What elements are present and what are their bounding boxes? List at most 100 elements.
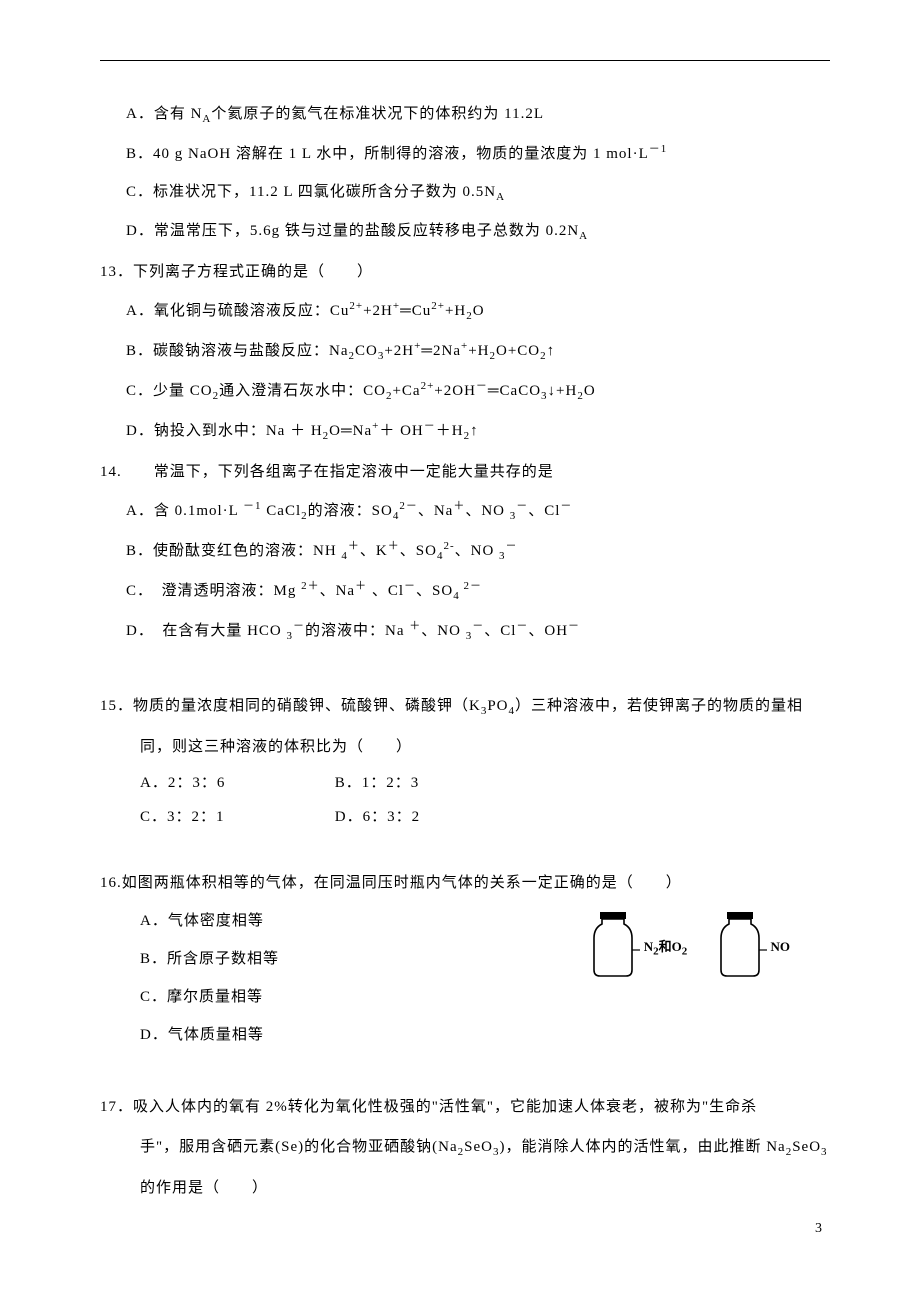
text: ═CaCO [488, 383, 541, 399]
q15-stem-line2: 同，则这三种溶液的体积比为（ ） [140, 732, 830, 762]
text: 、NO [465, 503, 509, 519]
text: 的溶液：SO [308, 503, 393, 519]
q16-figure: N2和O2 NO [586, 908, 790, 985]
text: O [473, 303, 485, 319]
sup: ＋ [388, 540, 400, 552]
text: CaCl [262, 503, 302, 519]
spacer [100, 655, 830, 681]
text: 、Cl [367, 583, 404, 599]
text: PO [487, 698, 508, 714]
q17-line1: 17．吸入人体内的氧有 2%转化为氧化性极强的"活性氧"，它能加速人体衰老，被称… [100, 1092, 830, 1122]
text: ↑ [547, 343, 556, 359]
q17-line2: 手"，服用含硒元素(Se)的化合物亚硒酸钠(Na2SeO3)，能消除人体内的活性… [140, 1132, 830, 1163]
text: ═2Na [421, 343, 461, 359]
q16-stem: 16.如图两瓶体积相等的气体，在同温同压时瓶内气体的关系一定正确的是（ ） [100, 868, 830, 898]
q15-option-b: B．1：2：3 [335, 768, 420, 798]
text: 、Na [320, 583, 356, 599]
sup: 2+ [431, 300, 445, 312]
text: N [644, 939, 653, 954]
q16-block: 16.如图两瓶体积相等的气体，在同温同压时瓶内气体的关系一定正确的是（ ） N 2… [100, 868, 830, 1050]
text: 、NO [421, 623, 465, 639]
subscript-A: A [496, 191, 505, 203]
text: 、SO [416, 583, 453, 599]
text: B．使酚酞变红色的溶液：NH [126, 543, 341, 559]
text: O+CO [496, 343, 540, 359]
sup: － [516, 500, 528, 512]
text: A．含 0.1mol·L [126, 503, 243, 519]
q16-option-c: C．摩尔质量相等 [140, 982, 830, 1012]
sup: － [472, 620, 484, 632]
text: ↓+H [548, 383, 578, 399]
sup: － [516, 620, 528, 632]
q14-stem: 14. 常温下，下列各组离子在指定溶液中一定能大量共存的是 [100, 457, 830, 487]
text: ＋ OH [379, 423, 423, 439]
sup: － [293, 620, 305, 632]
text: 、NO [455, 543, 499, 559]
text: 、OH [528, 623, 568, 639]
text: A．含有 N [126, 106, 202, 122]
text: 15．物质的量浓度相同的硝酸钾、硫酸钾、磷酸钾（K [100, 698, 481, 714]
text: 的溶液中：Na [305, 623, 409, 639]
text: B．40 g NaOH 溶解在 1 L 水中，所制得的溶液，物质的量浓度为 1 … [126, 146, 649, 162]
text: D． 在含有大量 HCO [126, 623, 287, 639]
q13-option-c: C．少量 CO2通入澄清石灰水中：CO2+Ca2++2OH－═CaCO3↓+H2… [126, 375, 830, 407]
text: )，能消除人体内的活性氧，由此推断 Na [499, 1139, 785, 1155]
sup: 2+ [349, 300, 363, 312]
text: 、Cl [528, 503, 560, 519]
q15-stem-line1: 15．物质的量浓度相同的硝酸钾、硫酸钾、磷酸钾（K3PO4）三种溶液中，若使钾离… [100, 691, 830, 722]
text: ↑ [470, 423, 479, 439]
sup: + [393, 300, 400, 312]
q12-option-c: C．标准状况下，11.2 L 四氯化碳所含分子数为 0.5NA [126, 177, 830, 208]
sup: － [424, 420, 436, 432]
q14-option-d: D． 在含有大量 HCO 3－的溶液中：Na ＋、NO 3－、Cl－、OH－ [126, 615, 830, 647]
bottle-right-icon [713, 908, 767, 985]
spacer [100, 836, 830, 858]
text: +Ca [392, 383, 420, 399]
sup: 2- [443, 540, 454, 552]
text: +2H [363, 303, 393, 319]
q15-options-row2: C．3：2：1 D．6：3：2 [140, 802, 830, 832]
q13-option-a: A．氧化铜与硫酸溶液反应：Cu2++2H+═Cu2++H2O [126, 295, 830, 327]
superscript-neg1: －1 [649, 143, 668, 155]
q17-line3: 的作用是（ ） [140, 1173, 830, 1203]
text: D．钠投入到水中：Na ＋ H [126, 423, 323, 439]
sup: 2－ [399, 500, 418, 512]
text: SeO [464, 1139, 493, 1155]
sup: － [568, 620, 580, 632]
text: 和O [659, 939, 682, 954]
sup: － [506, 540, 518, 552]
sup: 2＋ [301, 580, 320, 592]
text: 手"，服用含硒元素(Se)的化合物亚硒酸钠(Na [140, 1139, 458, 1155]
q14-option-b: B．使酚酞变红色的溶液：NH 4＋、K＋、SO42-、NO 3－ [126, 535, 830, 567]
text: CO [355, 343, 378, 359]
sup: ＋ [355, 580, 367, 592]
q15-option-a: A．2：3：6 [140, 768, 330, 798]
text: +H [445, 303, 466, 319]
q14-option-a: A．含 0.1mol·L －1 CaCl2的溶液：SO42－、Na＋、NO 3－… [126, 495, 830, 527]
bottle-right-label: NO [771, 939, 791, 955]
text: O [584, 383, 596, 399]
sup: － [560, 500, 572, 512]
q12-option-a: A．含有 NA个氦原子的氦气在标准状况下的体积约为 11.2L [126, 99, 830, 130]
q13-stem: 13．下列离子方程式正确的是（ ） [100, 257, 830, 287]
sup: － [476, 380, 488, 392]
q12-option-d: D．常温常压下，5.6g 铁与过量的盐酸反应转移电子总数为 0.2NA [126, 216, 830, 247]
text: C．少量 CO [126, 383, 213, 399]
text: O═Na [329, 423, 372, 439]
text: +2OH [434, 383, 476, 399]
text: SeO [792, 1139, 821, 1155]
sup: － [404, 580, 416, 592]
bottle-left-label: N2和O2 [644, 936, 688, 958]
sup: ＋ [409, 620, 421, 632]
text: ＋H [436, 423, 464, 439]
q15-option-d: D．6：3：2 [335, 802, 420, 832]
text: 通入澄清石灰水中：CO [219, 383, 386, 399]
bottle-left-icon [586, 908, 640, 985]
text: C．标准状况下，11.2 L 四氯化碳所含分子数为 0.5N [126, 184, 496, 200]
text: ）三种溶液中，若使钾离子的物质的量相 [515, 698, 803, 714]
text: +H [468, 343, 489, 359]
q13-option-b: B．碳酸钠溶液与盐酸反应：Na2CO3+2H+═2Na++H2O+CO2↑ [126, 335, 830, 367]
sup: 2－ [460, 580, 482, 592]
sub: 2 [682, 945, 688, 957]
text: B．碳酸钠溶液与盐酸反应：Na [126, 343, 349, 359]
